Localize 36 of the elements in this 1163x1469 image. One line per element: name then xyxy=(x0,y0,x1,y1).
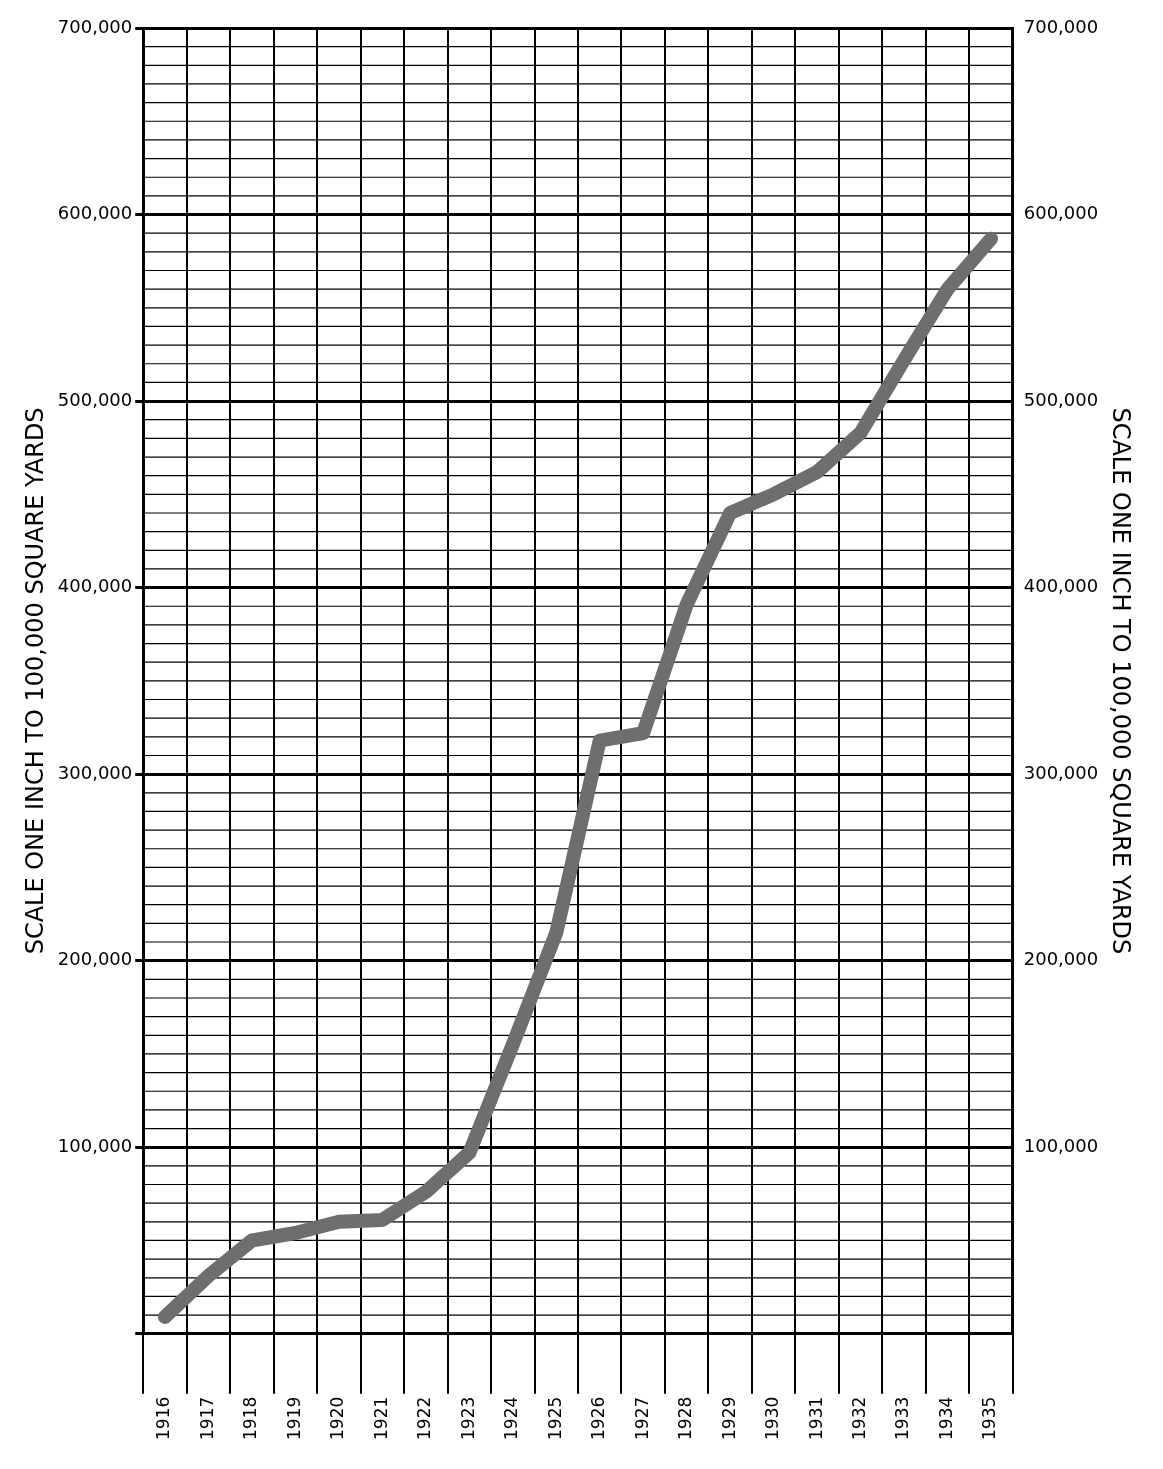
x-tick-label: 1924 xyxy=(501,1396,522,1440)
x-tick-label: 1919 xyxy=(283,1396,304,1440)
x-tick-label: 1930 xyxy=(762,1396,783,1440)
y-tick-label: 200,000 xyxy=(57,948,133,970)
x-tick-label: 1932 xyxy=(849,1396,870,1440)
y-tick-label: 600,000 xyxy=(57,202,133,224)
x-tick-label: 1931 xyxy=(805,1396,826,1440)
y-tick-label: 500,000 xyxy=(57,388,133,410)
y-tick-label: 400,000 xyxy=(57,575,133,597)
x-tick-label: 1917 xyxy=(196,1396,217,1440)
x-tick-label: 1922 xyxy=(414,1396,435,1440)
y2-tick-label: 700,000 xyxy=(1023,15,1099,37)
x-tick-label: 1916 xyxy=(153,1396,174,1440)
x-tick-label: 1921 xyxy=(370,1396,391,1440)
y-tick-label: 700,000 xyxy=(57,15,133,37)
x-tick-label: 1927 xyxy=(631,1396,652,1440)
x-tick-label: 1933 xyxy=(892,1396,913,1440)
x-tick-label: 1929 xyxy=(718,1396,739,1440)
y2-tick-label: 100,000 xyxy=(1023,1134,1099,1156)
y2-tick-label: 300,000 xyxy=(1023,761,1099,783)
y2-tick-label: 400,000 xyxy=(1023,575,1099,597)
x-tick-label: 1934 xyxy=(935,1396,956,1440)
y2-axis-title: SCALE ONE INCH TO 100,000 SQUARE YARDS xyxy=(1107,407,1136,955)
y2-tick-label: 500,000 xyxy=(1023,388,1099,410)
y-tick-label: 300,000 xyxy=(57,761,133,783)
x-tick-label: 1923 xyxy=(457,1396,478,1440)
x-tick-label: 1928 xyxy=(675,1396,696,1440)
x-tick-label: 1935 xyxy=(979,1396,1000,1440)
x-tick-label: 1920 xyxy=(327,1396,348,1440)
x-tick-label: 1926 xyxy=(588,1396,609,1440)
y2-tick-label: 600,000 xyxy=(1023,202,1099,224)
y-tick-label: 100,000 xyxy=(57,1134,133,1156)
x-tick-label: 1918 xyxy=(240,1396,261,1440)
x-tick-label: 1925 xyxy=(544,1396,565,1440)
y2-tick-label: 200,000 xyxy=(1023,948,1099,970)
y-axis-title: SCALE ONE INCH TO 100,000 SQUARE YARDS xyxy=(20,407,49,955)
